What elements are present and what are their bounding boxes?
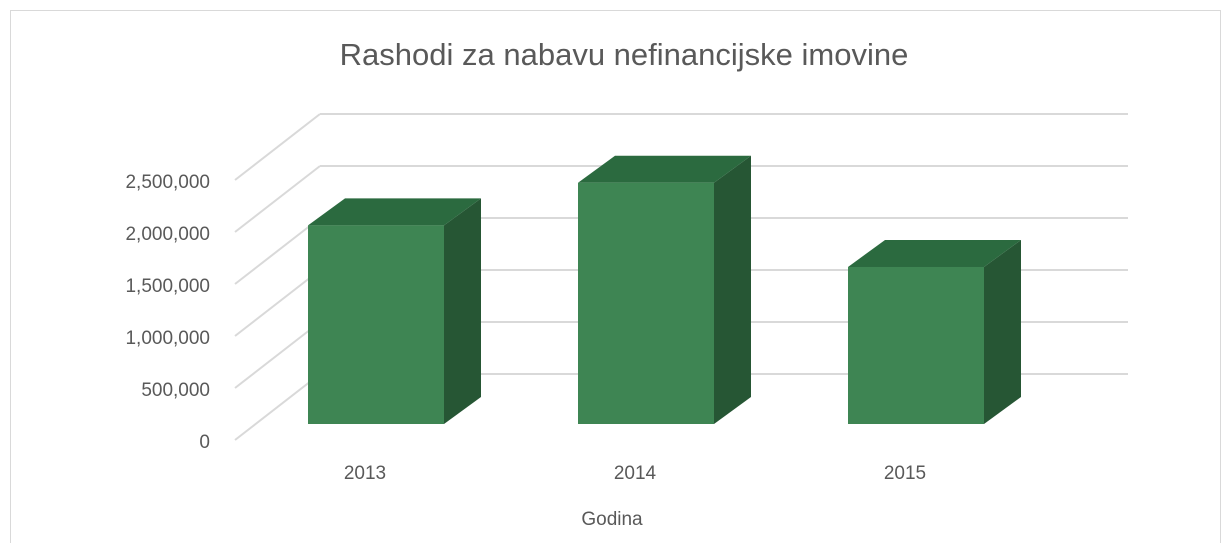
bar bbox=[308, 225, 444, 424]
y-tick-label: 2,000,000 bbox=[125, 224, 210, 245]
y-tick-label: 500,000 bbox=[141, 380, 210, 401]
grid-line bbox=[234, 113, 321, 181]
bar-side bbox=[444, 198, 481, 424]
grid-line bbox=[234, 373, 321, 441]
y-tick-label: 1,000,000 bbox=[125, 328, 210, 349]
bar-side bbox=[984, 239, 1021, 424]
bar bbox=[578, 182, 714, 424]
y-tick-label: 0 bbox=[199, 432, 210, 453]
grid-line bbox=[234, 269, 321, 337]
y-tick-label: 2,500,000 bbox=[125, 172, 210, 193]
x-axis-title: Godina bbox=[581, 509, 643, 530]
grid-line bbox=[234, 165, 321, 233]
grid-line bbox=[234, 217, 321, 285]
chart-title: Rashodi za nabavu nefinancijske imovine bbox=[340, 37, 909, 72]
x-tick-label: 2013 bbox=[344, 463, 386, 484]
x-tick-label: 2014 bbox=[614, 463, 657, 484]
x-tick-label: 2015 bbox=[884, 463, 926, 484]
y-tick-label: 1,500,000 bbox=[125, 276, 210, 297]
bar-top bbox=[848, 239, 1021, 267]
grid-line bbox=[234, 321, 321, 389]
bar-side bbox=[714, 155, 751, 424]
bar-top bbox=[308, 198, 481, 226]
bar-top bbox=[578, 155, 751, 183]
bar bbox=[848, 266, 984, 424]
